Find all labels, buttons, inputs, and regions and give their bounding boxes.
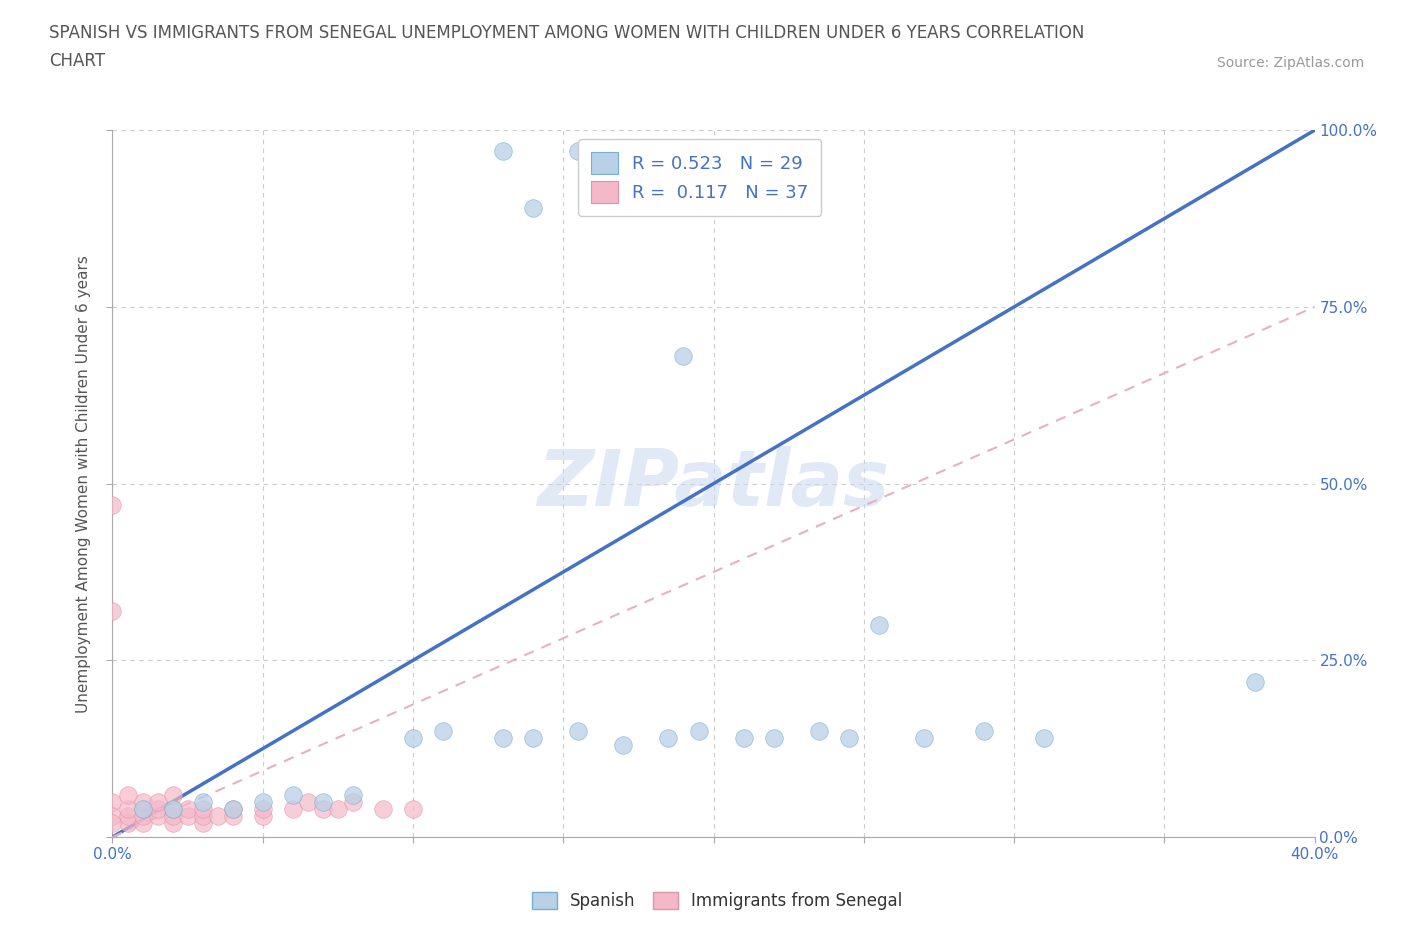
Point	[117, 808, 139, 823]
Point	[762, 731, 785, 746]
Point	[688, 724, 710, 738]
Point	[342, 794, 364, 809]
Point	[101, 794, 124, 809]
Point	[733, 731, 755, 746]
Point	[912, 731, 935, 746]
Point	[131, 808, 153, 823]
Point	[162, 802, 184, 817]
Point	[342, 787, 364, 802]
Point	[868, 618, 890, 632]
Point	[131, 794, 153, 809]
Y-axis label: Unemployment Among Women with Children Under 6 years: Unemployment Among Women with Children U…	[76, 255, 91, 712]
Point	[297, 794, 319, 809]
Point	[326, 802, 349, 817]
Point	[432, 724, 454, 738]
Point	[522, 201, 544, 216]
Point	[207, 808, 229, 823]
Point	[176, 808, 198, 823]
Text: Source: ZipAtlas.com: Source: ZipAtlas.com	[1216, 56, 1364, 70]
Point	[222, 802, 245, 817]
Point	[807, 724, 830, 738]
Point	[567, 144, 589, 159]
Point	[1243, 674, 1265, 689]
Legend: Spanish, Immigrants from Senegal: Spanish, Immigrants from Senegal	[526, 885, 908, 917]
Point	[672, 349, 695, 364]
Text: CHART: CHART	[49, 52, 105, 70]
Point	[131, 802, 153, 817]
Point	[191, 802, 214, 817]
Point	[146, 794, 169, 809]
Point	[312, 794, 335, 809]
Point	[252, 794, 274, 809]
Point	[281, 787, 304, 802]
Point	[492, 731, 515, 746]
Point	[612, 737, 634, 752]
Point	[281, 802, 304, 817]
Point	[567, 724, 589, 738]
Point	[252, 802, 274, 817]
Point	[657, 731, 679, 746]
Point	[117, 802, 139, 817]
Point	[1033, 731, 1056, 746]
Point	[838, 731, 860, 746]
Point	[162, 816, 184, 830]
Point	[191, 794, 214, 809]
Text: ZIPatlas: ZIPatlas	[537, 445, 890, 522]
Point	[162, 787, 184, 802]
Point	[522, 731, 544, 746]
Point	[146, 802, 169, 817]
Point	[162, 808, 184, 823]
Point	[371, 802, 394, 817]
Point	[162, 802, 184, 817]
Point	[117, 787, 139, 802]
Point	[222, 802, 245, 817]
Point	[492, 144, 515, 159]
Legend: R = 0.523   N = 29, R =  0.117   N = 37: R = 0.523 N = 29, R = 0.117 N = 37	[578, 140, 821, 216]
Point	[176, 802, 198, 817]
Point	[402, 802, 425, 817]
Point	[191, 816, 214, 830]
Point	[252, 808, 274, 823]
Point	[146, 808, 169, 823]
Point	[222, 808, 245, 823]
Point	[191, 808, 214, 823]
Point	[402, 731, 425, 746]
Point	[131, 802, 153, 817]
Point	[101, 808, 124, 823]
Point	[101, 604, 124, 618]
Point	[117, 816, 139, 830]
Text: SPANISH VS IMMIGRANTS FROM SENEGAL UNEMPLOYMENT AMONG WOMEN WITH CHILDREN UNDER : SPANISH VS IMMIGRANTS FROM SENEGAL UNEMP…	[49, 24, 1084, 42]
Point	[101, 816, 124, 830]
Point	[101, 498, 124, 512]
Point	[131, 816, 153, 830]
Point	[312, 802, 335, 817]
Point	[973, 724, 995, 738]
